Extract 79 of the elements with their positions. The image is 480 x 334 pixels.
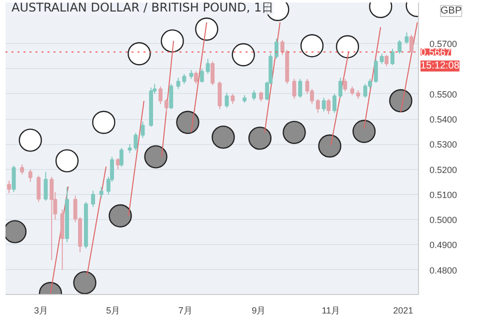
point <box>212 126 235 149</box>
candlestick <box>12 165 16 192</box>
y-tick-label: 0.5500 <box>430 89 458 100</box>
y-tick-label: 0.5300 <box>430 140 458 150</box>
candlestick <box>20 164 24 175</box>
candlestick <box>164 98 168 112</box>
candlestick <box>28 168 32 182</box>
point <box>352 120 376 143</box>
x-tick-label: 3月 <box>34 306 48 316</box>
candlestick <box>343 78 348 92</box>
point <box>108 204 132 228</box>
point <box>300 34 324 58</box>
candlestick <box>326 98 331 115</box>
point <box>18 128 42 152</box>
candlestick <box>332 93 336 114</box>
candlestick <box>176 77 180 90</box>
candlestick <box>380 53 384 64</box>
point <box>248 126 272 150</box>
candlestick <box>7 180 12 194</box>
candlestick <box>384 54 389 67</box>
candlestick <box>298 78 302 98</box>
candlestick <box>182 73 186 84</box>
point <box>176 110 200 134</box>
ref-line-label: 0.5667 <box>420 48 452 59</box>
point <box>73 271 96 294</box>
candlestick <box>50 176 54 261</box>
point <box>336 35 360 58</box>
point <box>232 43 255 66</box>
candlestick <box>224 92 229 108</box>
candlestick <box>210 60 215 86</box>
x-tick-label: 9月 <box>252 306 266 316</box>
x-tick-label: 5月 <box>106 306 120 316</box>
point <box>55 149 79 172</box>
candlestick <box>194 70 198 84</box>
y-tick-label: 0.5200 <box>430 164 458 175</box>
candlestick <box>200 68 204 84</box>
point <box>282 120 306 144</box>
candlestick <box>169 83 174 110</box>
text: GBP <box>440 6 462 16</box>
candlestick <box>99 186 104 199</box>
point <box>318 134 342 158</box>
candlestick <box>230 93 235 105</box>
candlestick <box>259 90 264 102</box>
candlestick <box>116 158 120 170</box>
candlestick <box>134 132 138 152</box>
candlestick <box>398 39 402 54</box>
candlestick <box>206 58 210 74</box>
candlestick <box>274 38 278 60</box>
point <box>160 29 184 53</box>
candlestick <box>158 86 162 105</box>
candlestick <box>404 32 409 44</box>
y-tick-label: 0.5400 <box>430 114 458 125</box>
y-tick-label: 0.4900 <box>430 240 458 250</box>
candlestick <box>316 98 320 114</box>
candlestick <box>409 34 414 53</box>
point <box>128 42 151 66</box>
chart-title: AUSTRALIAN DOLLAR / BRITISH POUND, 1日 <box>12 0 274 14</box>
y-tick-label: 0.5000 <box>430 215 458 226</box>
candlestick <box>322 97 326 112</box>
candlestick <box>252 90 256 101</box>
point <box>195 18 218 41</box>
candlestick <box>390 48 394 66</box>
candlestick <box>374 58 378 84</box>
y-tick-label: 0.5100 <box>430 190 458 200</box>
x-tick-label: 2021 <box>393 306 414 316</box>
text: 15:12:08 <box>420 60 460 72</box>
candlestick <box>218 80 222 110</box>
candlestick <box>36 175 41 203</box>
x-tick-label: 11月 <box>322 306 340 316</box>
candlestick <box>119 147 124 168</box>
x-tick-label: 7月 <box>178 306 192 316</box>
candlestick <box>338 77 342 98</box>
candlestick <box>91 190 96 208</box>
point <box>144 145 168 168</box>
point <box>92 110 116 134</box>
point <box>389 89 412 112</box>
candlestick <box>140 121 145 138</box>
y-tick-label: 0.5700 <box>430 39 458 50</box>
y-tick-label: 0.4800 <box>430 265 458 276</box>
